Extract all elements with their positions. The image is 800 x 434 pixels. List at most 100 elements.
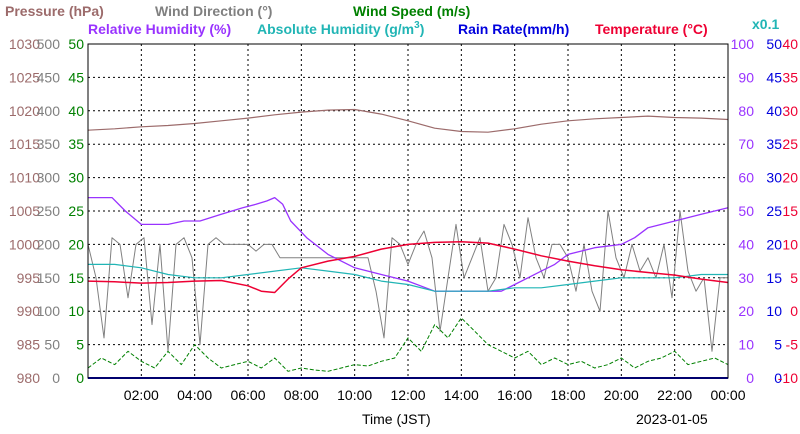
x-tick-label: 20:00 [604, 387, 639, 403]
pressure-tick: 990 [17, 303, 41, 319]
legend-wind-speed: Wind Speed (m/s) [353, 3, 470, 19]
wind-speed-tick: 30 [68, 170, 84, 186]
humidity-tick: 30 [738, 270, 754, 286]
pressure-tick: 1005 [9, 203, 40, 219]
wind-direction-tick: 0 [52, 370, 60, 386]
x-tick-label: 18:00 [550, 387, 585, 403]
wind-speed-tick: 5 [76, 337, 84, 353]
rain-tick: 40 [766, 103, 782, 119]
legend-wind-direction: Wind Direction (°) [155, 3, 272, 19]
humidity-tick: 100 [731, 36, 755, 52]
x-tick-label: 12:00 [390, 387, 425, 403]
series-line-humidity [88, 196, 729, 292]
temperature-tick: 10 [782, 236, 798, 252]
pressure-tick: 995 [17, 270, 41, 286]
wind-speed-tick: 20 [68, 236, 84, 252]
temperature-tick: 20 [782, 170, 798, 186]
rain-tick: 15 [766, 270, 782, 286]
pressure-tick: 985 [17, 337, 41, 353]
wind-speed-tick: 40 [68, 103, 84, 119]
pressure-tick: 1020 [9, 103, 40, 119]
wind-speed-tick: 50 [68, 36, 84, 52]
wind-speed-tick: 45 [68, 69, 84, 85]
wind-direction-tick: 450 [37, 69, 61, 85]
x-axis-label: Time (JST) [362, 411, 431, 427]
x-tick-label: 08:00 [284, 387, 319, 403]
humidity-tick: 20 [738, 303, 754, 319]
wind-speed-tick: 0 [76, 370, 84, 386]
series-line-temperature [87, 240, 729, 294]
rain-tick: 0 [774, 370, 782, 386]
x-tick-label: 06:00 [230, 387, 265, 403]
series-line-wind-direction [87, 210, 728, 352]
legend-rain: Rain Rate(mm/h) [458, 21, 569, 37]
wind-speed-tick: 15 [68, 270, 84, 286]
rain-tick: 30 [766, 170, 782, 186]
humidity-tick: 50 [738, 203, 754, 219]
wind-speed-tick: 35 [68, 136, 84, 152]
legend-temperature: Temperature (°C) [595, 21, 708, 37]
pressure-tick: 1000 [9, 236, 40, 252]
temperature-tick: -10 [778, 370, 798, 386]
rain-tick: 20 [766, 236, 782, 252]
wind-direction-tick: 100 [37, 303, 61, 319]
x-tick-label: 10:00 [337, 387, 372, 403]
humidity-tick: 80 [738, 103, 754, 119]
rain-tick: 45 [766, 69, 782, 85]
axis-labels: 1030102510201015101010051000995990985980… [9, 36, 798, 403]
temperature-tick: 15 [782, 203, 798, 219]
x-tick-label: 14:00 [444, 387, 479, 403]
wind-direction-tick: 350 [37, 136, 61, 152]
rain-tick: 25 [766, 203, 782, 219]
legend-abs-humidity-close: ) [420, 21, 425, 37]
wind-direction-tick: 250 [37, 203, 61, 219]
x-tick-label: 16:00 [497, 387, 532, 403]
temperature-tick: 25 [782, 136, 798, 152]
rain-tick: 50 [766, 36, 782, 52]
humidity-tick: 90 [738, 69, 754, 85]
wind-direction-tick: 200 [37, 236, 61, 252]
rain-tick: 35 [766, 136, 782, 152]
wind-direction-tick: 50 [44, 337, 60, 353]
legend-abs-humidity: Absolute Humidity (g/m3) [257, 20, 424, 37]
wind-speed-tick: 10 [68, 303, 84, 319]
pressure-tick: 1010 [9, 170, 40, 186]
series-line-abs-humidity [88, 263, 728, 292]
humidity-tick: 40 [738, 236, 754, 252]
temperature-tick: 35 [782, 69, 798, 85]
legend-pressure: Pressure (hPa) [5, 3, 104, 19]
x-tick-label: 02:00 [124, 387, 159, 403]
wind-direction-tick: 300 [37, 170, 61, 186]
rain-tick: 10 [766, 303, 782, 319]
legend-multiplier: x0.1 [752, 16, 779, 32]
humidity-tick: 70 [738, 136, 754, 152]
humidity-tick: 60 [738, 170, 754, 186]
pressure-tick: 1025 [9, 69, 40, 85]
rain-tick: 5 [774, 337, 782, 353]
date-label: 2023-01-05 [636, 411, 708, 427]
x-tick-label: 04:00 [177, 387, 212, 403]
wind-direction-tick: 150 [37, 270, 61, 286]
temperature-tick: -5 [786, 337, 799, 353]
legend-abs-humidity-main: Absolute Humidity (g/m [257, 21, 414, 37]
temperature-tick: 40 [782, 36, 798, 52]
temperature-tick: 0 [790, 303, 798, 319]
series-line-pressure [87, 108, 729, 133]
wind-speed-tick: 25 [68, 203, 84, 219]
wind-direction-tick: 500 [37, 36, 61, 52]
legend-abs-humidity-sup: 3 [414, 20, 420, 31]
temperature-tick: 5 [790, 270, 798, 286]
pressure-tick: 1015 [9, 136, 40, 152]
pressure-tick: 1030 [9, 36, 40, 52]
humidity-tick: 10 [738, 337, 754, 353]
humidity-tick: 0 [746, 370, 754, 386]
temperature-tick: 30 [782, 103, 798, 119]
wind-direction-tick: 400 [37, 103, 61, 119]
series-line-wind-speed [87, 317, 729, 372]
x-tick-label: 22:00 [657, 387, 692, 403]
x-tick-label: 00:00 [710, 387, 745, 403]
legend-humidity: Relative Humidity (%) [88, 21, 231, 37]
pressure-tick: 980 [17, 370, 41, 386]
